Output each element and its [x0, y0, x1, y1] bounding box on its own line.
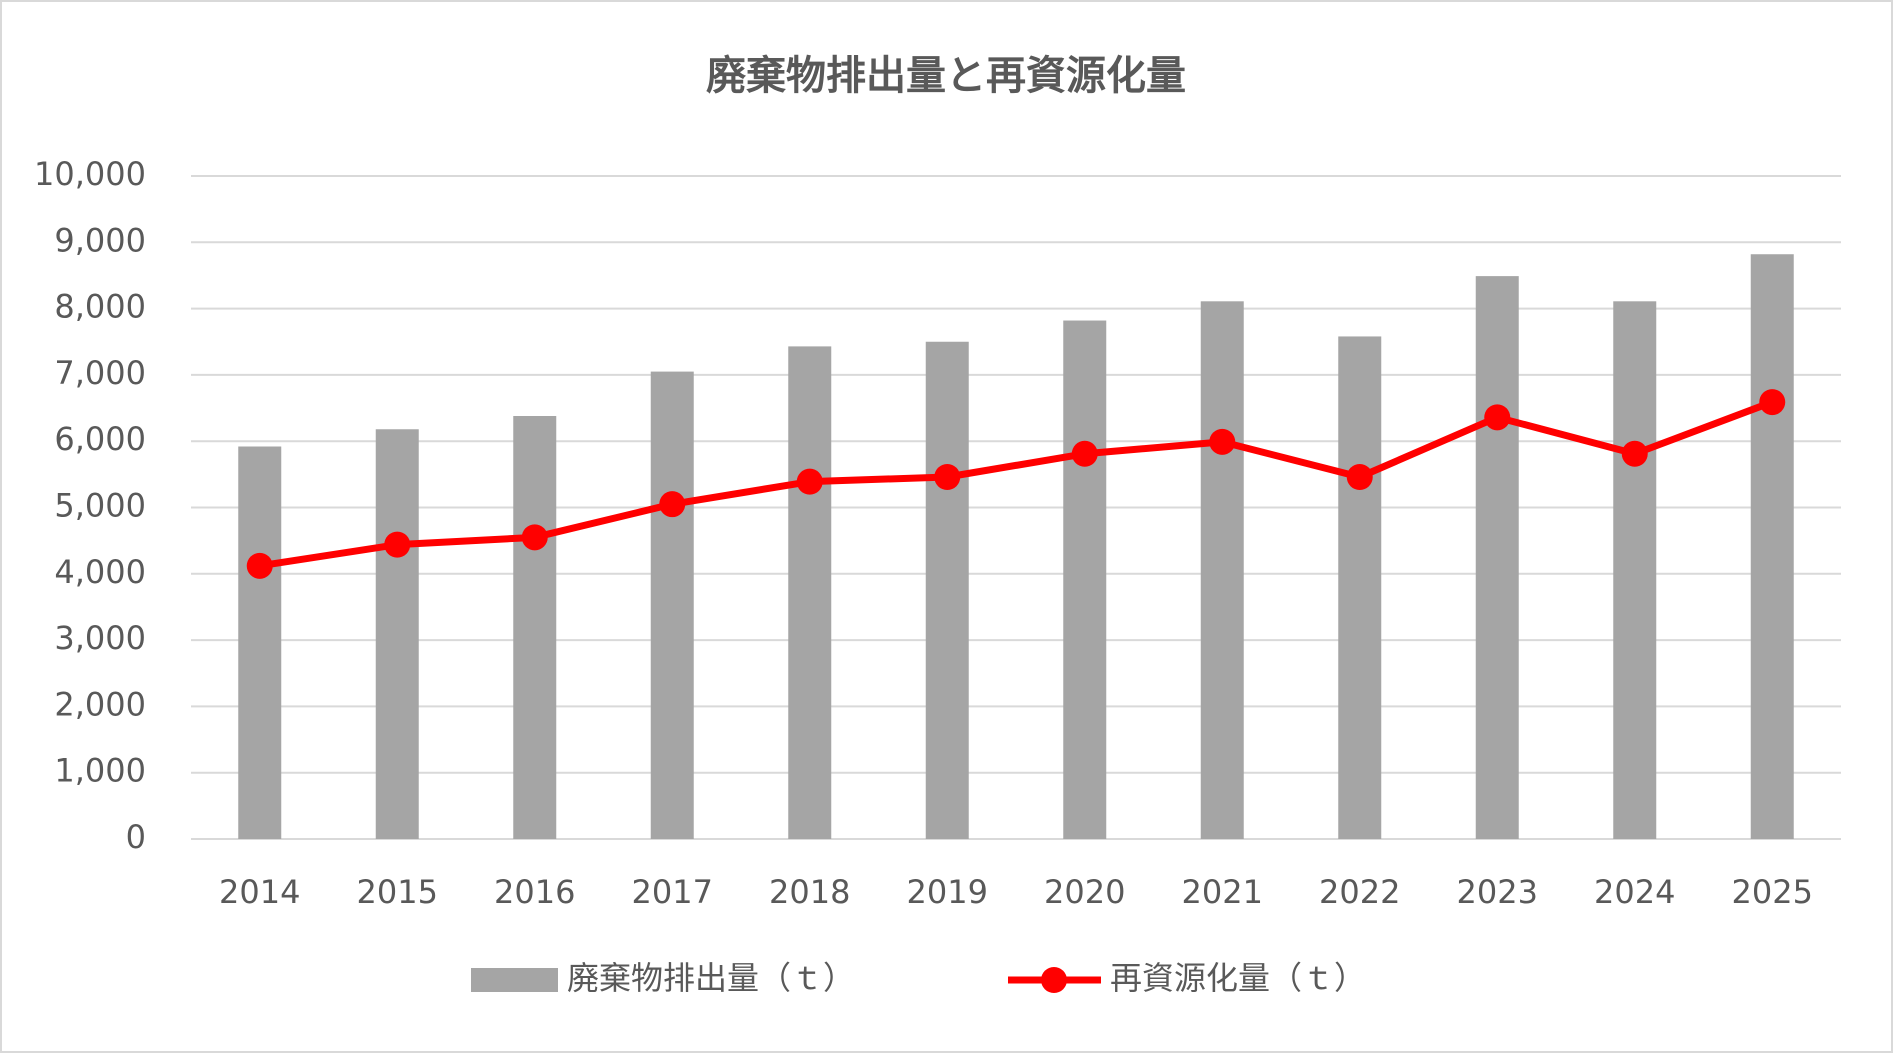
marker [1071, 440, 1098, 467]
y-tick-label: 7,000 [54, 354, 146, 392]
y-tick-label: 0 [126, 818, 146, 856]
bar [1338, 336, 1382, 839]
y-tick-label: 9,000 [54, 221, 146, 259]
legend-label: 再資源化量（ｔ） [1110, 959, 1366, 997]
x-tick-label: 2020 [1044, 873, 1125, 911]
marker [659, 491, 686, 518]
marker [1621, 440, 1648, 467]
marker [521, 524, 548, 551]
marker [1484, 404, 1511, 431]
x-tick-label: 2018 [769, 873, 850, 911]
bar [238, 446, 282, 839]
marker [246, 552, 273, 579]
bar [1613, 301, 1657, 839]
x-tick-label: 2019 [907, 873, 988, 911]
y-tick-label: 10,000 [34, 155, 146, 193]
y-tick-label: 6,000 [54, 420, 146, 458]
line [259, 398, 1774, 570]
bar [513, 416, 557, 839]
y-tick-label: 3,000 [54, 619, 146, 657]
y-tick-label: 4,000 [54, 553, 146, 591]
marker [1209, 428, 1236, 455]
x-tick-label: 2016 [494, 873, 575, 911]
bar [788, 346, 832, 839]
marker [796, 468, 823, 495]
y-tick-label: 1,000 [54, 752, 146, 790]
x-tick-label: 2022 [1319, 873, 1400, 911]
y-tick-label: 2,000 [54, 685, 146, 723]
bar [375, 429, 419, 839]
y-tick-label: 5,000 [54, 487, 146, 525]
marker [1759, 389, 1786, 416]
x-tick-label: 2025 [1732, 873, 1813, 911]
marker [384, 531, 411, 558]
x-tick-label: 2021 [1182, 873, 1263, 911]
bar [1063, 320, 1107, 839]
x-tick-label: 2015 [357, 873, 438, 911]
marker [934, 464, 961, 491]
bar [925, 341, 969, 839]
chart-title: 廃棄物排出量と再資源化量 [706, 53, 1186, 99]
x-tick-label: 2017 [632, 873, 713, 911]
legend-label: 廃棄物排出量（ｔ） [567, 959, 855, 997]
legend-swatch [471, 968, 558, 992]
y-tick-label: 8,000 [54, 288, 146, 326]
legend-swatch [1041, 967, 1067, 993]
x-tick-label: 2023 [1457, 873, 1538, 911]
x-tick-label: 2024 [1594, 873, 1675, 911]
bar [1750, 254, 1794, 839]
bar [1200, 301, 1244, 839]
marker [1346, 464, 1373, 491]
bar [650, 371, 694, 839]
bar [1475, 276, 1519, 839]
x-tick-label: 2014 [219, 873, 300, 911]
